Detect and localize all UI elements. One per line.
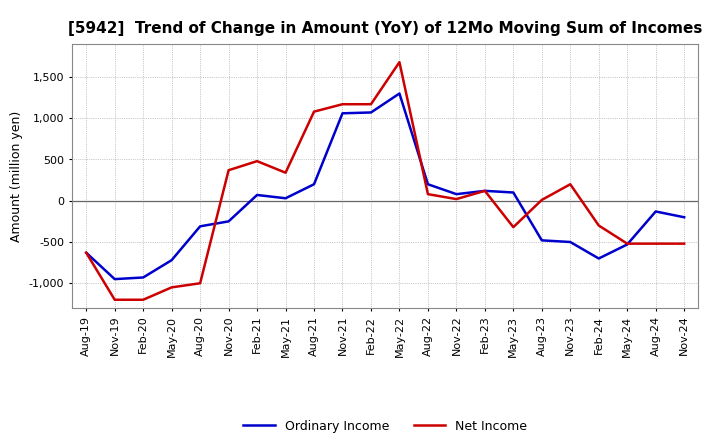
Net Income — [595, 223, 603, 228]
Ordinary Income — [82, 250, 91, 255]
Legend: Ordinary Income, Net Income: Ordinary Income, Net Income — [238, 414, 532, 437]
Ordinary Income — [423, 182, 432, 187]
Ordinary Income — [566, 239, 575, 245]
Net Income — [282, 170, 290, 175]
Ordinary Income — [452, 191, 461, 197]
Net Income — [310, 109, 318, 114]
Net Income — [253, 158, 261, 164]
Net Income — [338, 102, 347, 107]
Line: Ordinary Income: Ordinary Income — [86, 93, 684, 279]
Title: [5942]  Trend of Change in Amount (YoY) of 12Mo Moving Sum of Incomes: [5942] Trend of Change in Amount (YoY) o… — [68, 21, 703, 36]
Net Income — [452, 196, 461, 202]
Ordinary Income — [623, 242, 631, 247]
Y-axis label: Amount (million yen): Amount (million yen) — [10, 110, 23, 242]
Net Income — [225, 168, 233, 173]
Net Income — [423, 191, 432, 197]
Net Income — [196, 281, 204, 286]
Net Income — [652, 241, 660, 246]
Ordinary Income — [366, 110, 375, 115]
Ordinary Income — [310, 182, 318, 187]
Net Income — [366, 102, 375, 107]
Ordinary Income — [139, 275, 148, 280]
Net Income — [566, 182, 575, 187]
Net Income — [680, 241, 688, 246]
Ordinary Income — [225, 219, 233, 224]
Net Income — [395, 59, 404, 65]
Net Income — [82, 250, 91, 255]
Ordinary Income — [537, 238, 546, 243]
Net Income — [537, 197, 546, 202]
Ordinary Income — [282, 196, 290, 201]
Ordinary Income — [509, 190, 518, 195]
Ordinary Income — [395, 91, 404, 96]
Ordinary Income — [110, 276, 119, 282]
Line: Net Income: Net Income — [86, 62, 684, 300]
Net Income — [509, 224, 518, 230]
Net Income — [623, 241, 631, 246]
Ordinary Income — [253, 192, 261, 198]
Ordinary Income — [652, 209, 660, 214]
Ordinary Income — [338, 110, 347, 116]
Net Income — [480, 188, 489, 194]
Ordinary Income — [480, 188, 489, 194]
Net Income — [139, 297, 148, 302]
Net Income — [167, 285, 176, 290]
Ordinary Income — [680, 215, 688, 220]
Ordinary Income — [167, 257, 176, 263]
Net Income — [110, 297, 119, 302]
Ordinary Income — [196, 224, 204, 229]
Ordinary Income — [595, 256, 603, 261]
